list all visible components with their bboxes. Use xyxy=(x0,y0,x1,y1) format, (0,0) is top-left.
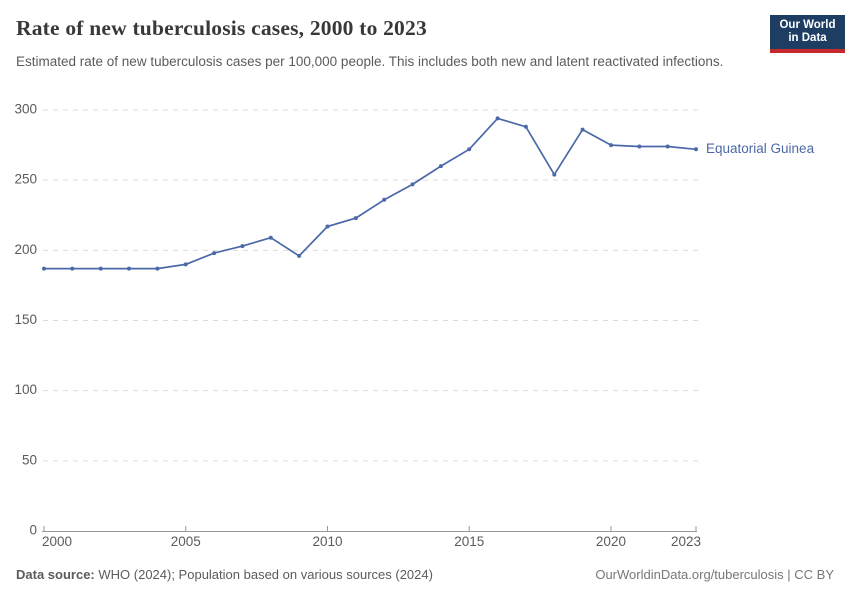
x-tick-label-2010: 2010 xyxy=(312,534,342,549)
y-tick-label-300: 300 xyxy=(14,102,37,117)
data-point-2012[interactable] xyxy=(382,197,387,202)
data-source-text: WHO (2024); Population based on various … xyxy=(98,567,433,582)
data-point-2004[interactable] xyxy=(155,266,160,271)
x-tick-label-2005: 2005 xyxy=(171,534,201,549)
series-line-equatorial-guinea[interactable] xyxy=(43,117,697,270)
data-point-2019[interactable] xyxy=(580,127,585,132)
series-label-equatorial-guinea[interactable]: Equatorial Guinea xyxy=(706,141,815,156)
data-point-2013[interactable] xyxy=(410,182,415,187)
chart-footer: Data source: WHO (2024); Population base… xyxy=(16,567,834,582)
data-point-2009[interactable] xyxy=(297,253,302,258)
data-point-2016[interactable] xyxy=(495,116,500,121)
data-point-2020[interactable] xyxy=(609,143,613,148)
owid-logo[interactable]: Our World in Data xyxy=(770,15,845,53)
data-point-2006[interactable] xyxy=(212,251,217,256)
x-tick-label-2020: 2020 xyxy=(596,534,626,549)
data-source-label: Data source: xyxy=(16,567,95,582)
data-point-2002[interactable] xyxy=(98,266,103,271)
x-tick-label-2000: 2000 xyxy=(42,534,72,549)
data-point-2015[interactable] xyxy=(467,147,472,152)
data-point-2003[interactable] xyxy=(127,266,131,271)
data-point-2007[interactable] xyxy=(240,244,245,249)
y-tick-label-250: 250 xyxy=(14,172,37,187)
data-point-2022[interactable] xyxy=(665,144,670,149)
y-tick-label-0: 0 xyxy=(29,523,37,538)
y-tick-label-100: 100 xyxy=(14,382,37,397)
chart-title: Rate of new tuberculosis cases, 2000 to … xyxy=(16,16,427,40)
data-point-2008[interactable] xyxy=(268,235,273,240)
attribution-link[interactable]: OurWorldinData.org/tuberculosis | CC BY xyxy=(595,567,834,582)
data-point-2018[interactable] xyxy=(552,172,557,177)
data-point-2011[interactable] xyxy=(353,216,358,221)
y-tick-label-200: 200 xyxy=(14,242,37,257)
data-point-2000[interactable] xyxy=(42,266,46,271)
x-tick-label-2023: 2023 xyxy=(671,534,701,549)
data-point-2014[interactable] xyxy=(438,164,443,169)
data-point-2010[interactable] xyxy=(325,224,330,229)
owid-logo-line1: Our World xyxy=(779,19,836,31)
data-point-2023[interactable] xyxy=(694,147,698,152)
data-point-2005[interactable] xyxy=(183,262,188,267)
owid-logo-line2: in Data xyxy=(788,32,827,44)
data-point-2021[interactable] xyxy=(637,144,642,149)
data-point-2017[interactable] xyxy=(523,124,528,129)
data-point-2001[interactable] xyxy=(70,266,75,271)
data-source-note: Data source: WHO (2024); Population base… xyxy=(16,567,433,582)
x-tick-label-2015: 2015 xyxy=(454,534,484,549)
y-tick-label-150: 150 xyxy=(14,312,37,327)
y-tick-label-50: 50 xyxy=(22,452,37,467)
chart-subtitle: Estimated rate of new tuberculosis cases… xyxy=(16,54,724,69)
